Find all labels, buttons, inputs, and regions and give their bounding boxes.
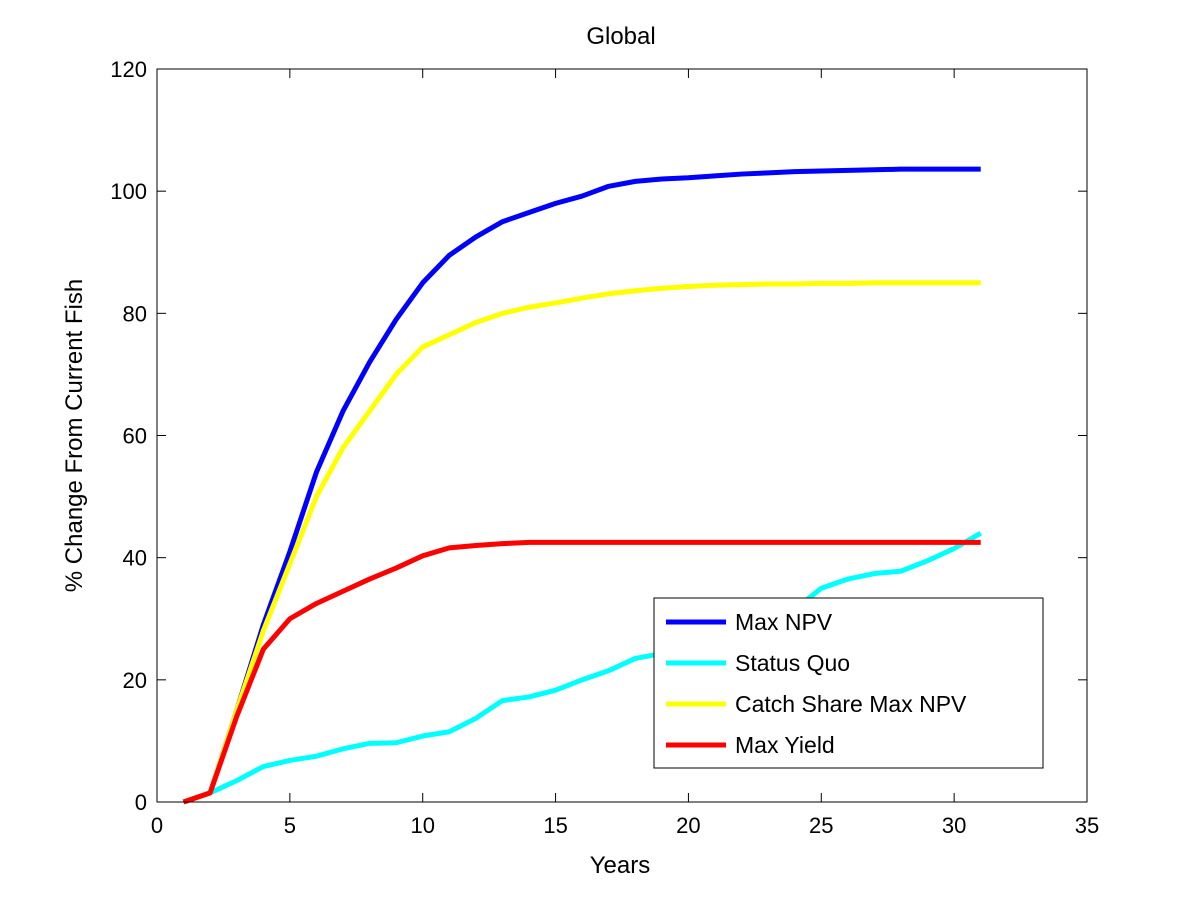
y-tick-label: 100: [110, 179, 147, 204]
y-tick-label: 120: [110, 57, 147, 82]
x-tick-label: 10: [410, 813, 434, 838]
y-tick-label: 20: [123, 668, 147, 693]
x-axis-label: Years: [590, 852, 651, 879]
axes-layer: 0 5 10 15 20 25 30 35 0 20 40 60 80 100 120 Global Years…: [61, 23, 1099, 879]
legend-box: [653, 597, 1044, 769]
y-tick-label: 80: [123, 301, 147, 326]
y-tick-label: 60: [123, 424, 147, 449]
y-tick-label: 0: [135, 790, 147, 815]
legend: Max NPV Status Quo Catch Share Max NPV Max …: [653, 597, 1044, 769]
x-tick-label: 5: [284, 813, 296, 838]
x-tick-label: 0: [151, 813, 163, 838]
legend-label: Status Quo: [735, 650, 850, 676]
series-line-max-yield: [182, 539, 981, 805]
series-line-status-quo: [182, 531, 982, 805]
series-layer: [182, 166, 982, 805]
x-tick-label: 30: [942, 813, 966, 838]
x-tick-label: 20: [676, 813, 700, 838]
series-line-max-npv: [182, 166, 981, 805]
legend-label: Max NPV: [735, 609, 833, 635]
x-tick-label: 25: [809, 813, 833, 838]
y-axis-label: % Change From Current Fish: [61, 279, 88, 592]
x-tick-label: 15: [543, 813, 567, 838]
x-tick-label: 35: [1075, 813, 1099, 838]
series-line-catch-share-max-npv: [182, 280, 981, 805]
chart-title: Global: [586, 23, 655, 50]
y-tick-label: 40: [123, 546, 147, 571]
legend-label: Catch Share Max NPV: [735, 691, 967, 717]
legend-label: Max Yield: [735, 732, 835, 758]
